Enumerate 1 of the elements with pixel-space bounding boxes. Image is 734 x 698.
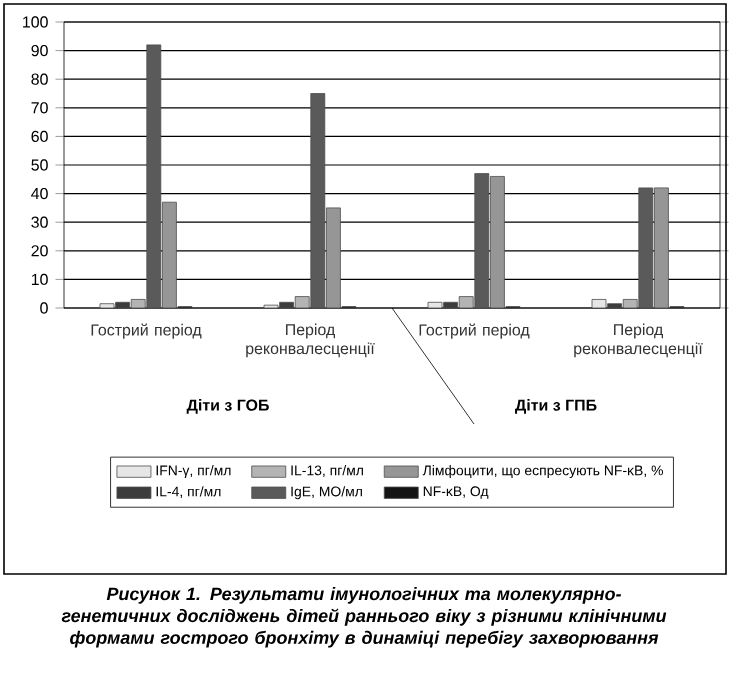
text: Рисунок 1. Результати імунологічних та молекулярно-генетичних досліджень дітей раннього віку з різними клінічними формами гострого бронхіту в динаміці перебігу захворювання [61,587,667,648]
